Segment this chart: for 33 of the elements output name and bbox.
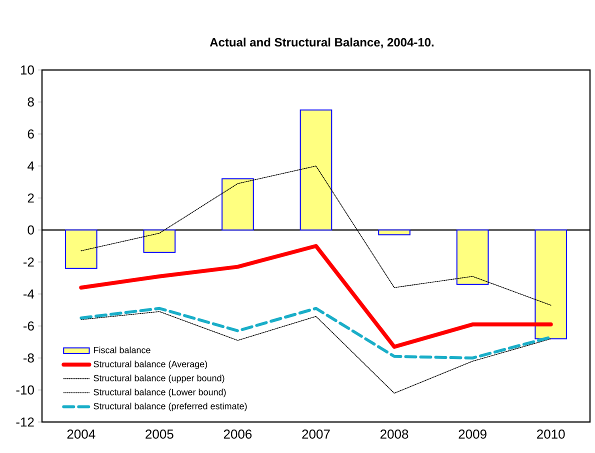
y-tick-label: -2 [23, 257, 34, 267]
legend-label: Fiscal balance [94, 346, 150, 354]
legend-label: Structural balance (Lower bound) [94, 388, 226, 398]
bar [143, 230, 176, 253]
y-tick-label: -4 [23, 290, 34, 298]
y-tick-label: -12 [16, 417, 34, 427]
bar [300, 110, 332, 230]
legend-label: Structural balance (preferred estimate) [94, 402, 247, 412]
bar [378, 230, 410, 236]
bar [222, 178, 254, 230]
y-tick-label: 0 [28, 225, 34, 235]
bar [64, 230, 98, 269]
y-tick-label: -10 [16, 385, 34, 395]
x-tick-label: 2005 [146, 430, 174, 439]
x-tick-label: 2006 [224, 430, 252, 439]
y-tick-label: 8 [28, 97, 34, 107]
y-tick-label: 4 [28, 162, 34, 170]
legend-label: Structural balance (upper bound) [94, 374, 224, 384]
x-tick-label: 2004 [67, 430, 96, 439]
y-tick-label: 10 [20, 65, 34, 75]
bar [456, 230, 489, 285]
y-tick-label: -8 [23, 353, 34, 363]
line-series [80, 306, 552, 360]
x-tick-label: 2007 [302, 430, 330, 439]
x-tick-label: 2009 [458, 430, 486, 439]
y-tick-label: -6 [23, 321, 34, 331]
bar [534, 230, 568, 340]
x-tick-label: 2008 [380, 430, 408, 439]
x-tick-label: 2010 [537, 430, 565, 439]
y-tick-label: 2 [28, 193, 34, 203]
y-tick-label: 6 [28, 129, 34, 139]
legend-label: Structural balance (Average) [94, 360, 208, 370]
chart-title: Actual and Structural Balance, 2004-10. [210, 38, 434, 48]
